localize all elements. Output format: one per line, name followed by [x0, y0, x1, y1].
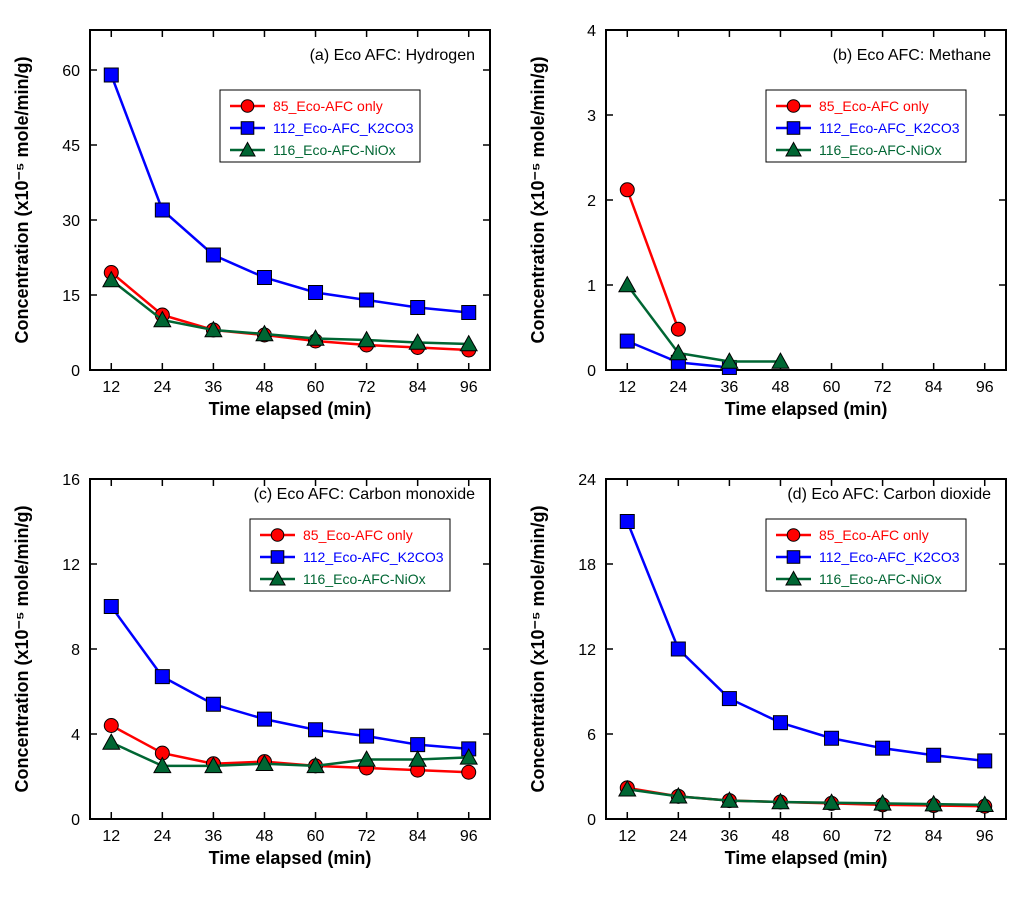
- y-axis-title: Concentration (x10⁻⁵ mole/min/g): [528, 505, 548, 792]
- legend-label-s3: 116_Eco-AFC-NiOx: [273, 142, 396, 158]
- xtick-label: 36: [721, 828, 739, 845]
- xtick-label: 12: [102, 379, 120, 396]
- xtick-label: 36: [205, 379, 223, 396]
- panel-b: 122436486072849601234Time elapsed (min)C…: [516, 0, 1032, 449]
- ytick-label: 3: [587, 108, 596, 125]
- xtick-label: 84: [409, 828, 427, 845]
- ytick-label: 12: [578, 642, 596, 659]
- xtick-label: 24: [669, 379, 687, 396]
- ytick-label: 4: [587, 23, 596, 40]
- ytick-label: 0: [587, 363, 596, 380]
- xtick-label: 36: [721, 379, 739, 396]
- series-line-s1: [627, 190, 678, 329]
- xtick-label: 96: [460, 379, 478, 396]
- xtick-label: 48: [256, 828, 274, 845]
- ytick-label: 8: [71, 642, 80, 659]
- xtick-label: 96: [976, 828, 994, 845]
- plot-frame: [90, 479, 490, 819]
- legend-label-s1: 85_Eco-AFC only: [303, 527, 413, 543]
- y-axis-title: Concentration (x10⁻⁵ mole/min/g): [528, 57, 548, 344]
- chart-panel-b: 122436486072849601234Time elapsed (min)C…: [516, 0, 1032, 448]
- panel-title: (a) Eco AFC: Hydrogen: [310, 47, 475, 64]
- xtick-label: 72: [358, 828, 376, 845]
- xtick-label: 60: [307, 379, 325, 396]
- chart-panel-a: 12 24 36 48 60 72 84 96 0 15 30 45 60 Time elapsed (m…: [0, 0, 516, 448]
- legend-label-s3: 116_Eco-AFC-NiOx: [819, 571, 942, 587]
- chart-panel-d: 12 24 36 48 60 72 84 96 0 6 12 18 24 Time elapsed (mi…: [516, 449, 1032, 897]
- xtick-label: 84: [925, 379, 943, 396]
- plot-frame: [606, 479, 1006, 819]
- x-axis-title: Time elapsed (min): [209, 848, 372, 868]
- ytick-label: 30: [62, 213, 80, 230]
- plot-frame: [606, 30, 1006, 370]
- legend-label-s1: 85_Eco-AFC only: [273, 98, 383, 114]
- panel-a: 12 24 36 48 60 72 84 96 0 15 30 45 60 Time elapsed (m…: [0, 0, 516, 449]
- x-axis-title: Time elapsed (min): [725, 399, 888, 419]
- xtick-label: 48: [772, 828, 790, 845]
- ytick-label: 0: [71, 812, 80, 829]
- ytick-label: 24: [578, 472, 596, 489]
- y-axis-title: Concentration (x10⁻⁵ mole/min/g): [12, 57, 32, 344]
- xtick-label: 96: [460, 828, 478, 845]
- ytick-label: 4: [71, 727, 80, 744]
- xtick-label: 84: [925, 828, 943, 845]
- ytick-label: 0: [71, 363, 80, 380]
- xtick-label: 12: [102, 828, 120, 845]
- xtick-label: 12: [618, 828, 636, 845]
- panel-title: (c) Eco AFC: Carbon monoxide: [254, 486, 476, 503]
- xtick-label: 96: [976, 379, 994, 396]
- panel-title: (d) Eco AFC: Carbon dioxide: [787, 486, 991, 503]
- ytick-label: 12: [62, 557, 80, 574]
- ytick-label: 15: [62, 288, 80, 305]
- legend-label-s3: 116_Eco-AFC-NiOx: [303, 571, 426, 587]
- xtick-label: 60: [823, 828, 841, 845]
- xtick-label: 12: [618, 379, 636, 396]
- ytick-label: 18: [578, 557, 596, 574]
- panel-d: 12 24 36 48 60 72 84 96 0 6 12 18 24 Time elapsed (mi…: [516, 449, 1032, 897]
- xtick-label: 24: [153, 828, 171, 845]
- xtick-label: 24: [669, 828, 687, 845]
- xtick-label: 72: [874, 379, 892, 396]
- xtick-label: 48: [772, 379, 790, 396]
- legend-label-s1: 85_Eco-AFC only: [819, 98, 929, 114]
- legend-label-s2: 112_Eco-AFC_K2CO3: [819, 549, 960, 565]
- legend-label-s2: 112_Eco-AFC_K2CO3: [303, 549, 444, 565]
- chart-grid: 1224364860728496015304560Time elapsed (m…: [0, 0, 1032, 897]
- ytick-label: 1: [587, 278, 596, 295]
- xtick-label: 60: [307, 828, 325, 845]
- ytick-label: 6: [587, 727, 596, 744]
- legend-label-s2: 112_Eco-AFC_K2CO3: [273, 120, 414, 136]
- xtick-label: 48: [256, 379, 274, 396]
- panel-c: 12243648607284960481216Time elapsed (min…: [0, 449, 516, 897]
- legend-label-s2: 112_Eco-AFC_K2CO3: [819, 120, 960, 136]
- plot-frame: [90, 30, 490, 370]
- xtick-label: 24: [153, 379, 171, 396]
- ytick-label: 45: [62, 138, 80, 155]
- y-axis-title: Concentration (x10⁻⁵ mole/min/g): [12, 505, 32, 792]
- xtick-label: 72: [874, 828, 892, 845]
- xtick-label: 36: [205, 828, 223, 845]
- ytick-label: 16: [62, 472, 80, 489]
- chart-panel-c: 12243648607284960481216Time elapsed (min…: [0, 449, 516, 897]
- ytick-label: 2: [587, 193, 596, 210]
- legend-label-s3: 116_Eco-AFC-NiOx: [819, 142, 942, 158]
- x-axis-title: Time elapsed (min): [725, 848, 888, 868]
- xtick-label: 84: [409, 379, 427, 396]
- ytick-label: 60: [62, 63, 80, 80]
- legend-label-s1: 85_Eco-AFC only: [819, 527, 929, 543]
- xtick-label: 72: [358, 379, 376, 396]
- panel-title: (b) Eco AFC: Methane: [833, 47, 991, 64]
- xtick-label: 60: [823, 379, 841, 396]
- x-axis-title: Time elapsed (min): [209, 399, 372, 419]
- ytick-label: 0: [587, 812, 596, 829]
